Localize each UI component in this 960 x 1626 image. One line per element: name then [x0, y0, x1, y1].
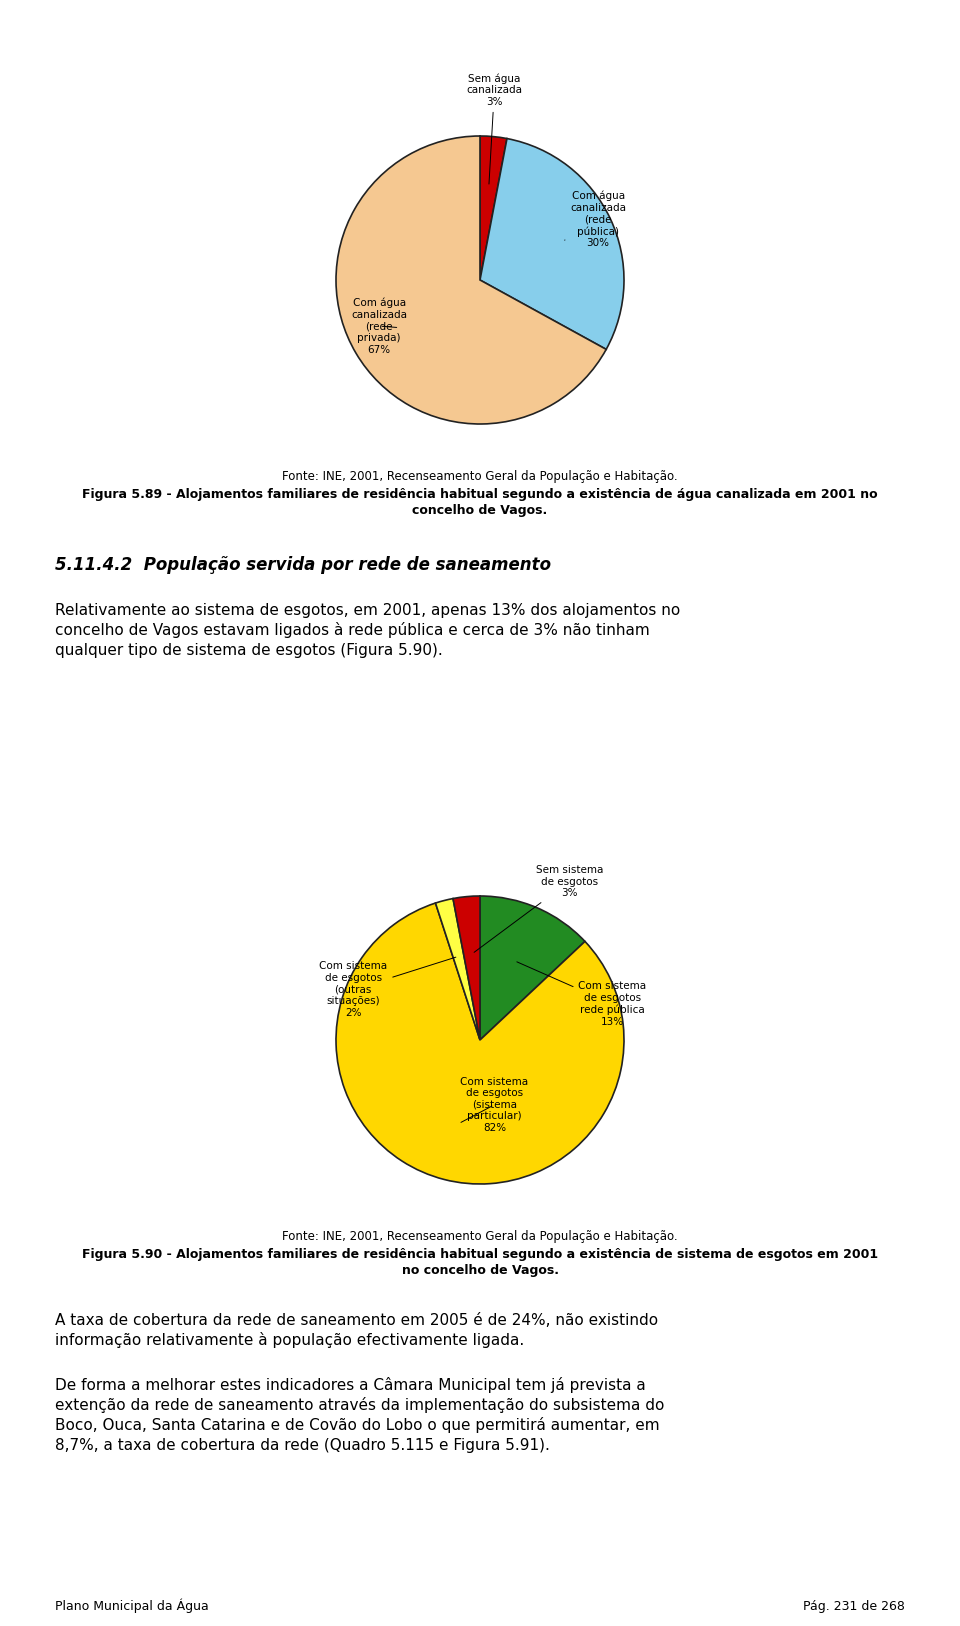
Text: Figura 5.90 - Alojamentos familiares de residência habitual segundo a existência: Figura 5.90 - Alojamentos familiares de … [82, 1249, 878, 1262]
Wedge shape [480, 896, 585, 1041]
Text: informação relativamente à população efectivamente ligada.: informação relativamente à população efe… [55, 1332, 524, 1348]
Text: Relativamente ao sistema de esgotos, em 2001, apenas 13% dos alojamentos no: Relativamente ao sistema de esgotos, em … [55, 603, 681, 618]
Text: Com sistema
de esgotos
(sistema
particular)
82%: Com sistema de esgotos (sistema particul… [461, 1076, 528, 1133]
Text: Pág. 231 de 268: Pág. 231 de 268 [804, 1600, 905, 1613]
Text: concelho de Vagos.: concelho de Vagos. [413, 504, 547, 517]
Text: Fonte: INE, 2001, Recenseamento Geral da População e Habitação.: Fonte: INE, 2001, Recenseamento Geral da… [282, 1229, 678, 1242]
Wedge shape [436, 899, 480, 1041]
Text: Com sistema
de esgotos
rede pública
13%: Com sistema de esgotos rede pública 13% [516, 963, 646, 1026]
Text: Fonte: INE, 2001, Recenseamento Geral da População e Habitação.: Fonte: INE, 2001, Recenseamento Geral da… [282, 470, 678, 483]
Wedge shape [480, 137, 507, 280]
Wedge shape [336, 137, 606, 424]
Text: A taxa de cobertura da rede de saneamento em 2005 é de 24%, não existindo: A taxa de cobertura da rede de saneament… [55, 1314, 659, 1328]
Text: concelho de Vagos estavam ligados à rede pública e cerca de 3% não tinham: concelho de Vagos estavam ligados à rede… [55, 623, 650, 637]
Text: 5.11.4.2  População servida por rede de saneamento: 5.11.4.2 População servida por rede de s… [55, 556, 551, 574]
Text: 8,7%, a taxa de cobertura da rede (Quadro 5.115 e Figura 5.91).: 8,7%, a taxa de cobertura da rede (Quadr… [55, 1437, 550, 1454]
Wedge shape [480, 138, 624, 350]
Text: Com água
canalizada
(rede
pública)
30%: Com água canalizada (rede pública) 30% [564, 190, 626, 249]
Text: extenção da rede de saneamento através da implementação do subsistema do: extenção da rede de saneamento através d… [55, 1397, 664, 1413]
Text: Sem água
canalizada
3%: Sem água canalizada 3% [467, 73, 522, 184]
Text: De forma a melhorar estes indicadores a Câmara Municipal tem já prevista a: De forma a melhorar estes indicadores a … [55, 1377, 646, 1393]
Text: qualquer tipo de sistema de esgotos (Figura 5.90).: qualquer tipo de sistema de esgotos (Fig… [55, 642, 443, 659]
Wedge shape [336, 902, 624, 1184]
Text: Boco, Ouca, Santa Catarina e de Covão do Lobo o que permitirá aumentar, em: Boco, Ouca, Santa Catarina e de Covão do… [55, 1416, 660, 1433]
Text: Com água
canalizada
(rede
privada)
67%: Com água canalizada (rede privada) 67% [351, 298, 407, 354]
Text: no concelho de Vagos.: no concelho de Vagos. [401, 1263, 559, 1276]
Text: Sem sistema
de esgotos
3%: Sem sistema de esgotos 3% [474, 865, 603, 953]
Wedge shape [453, 896, 480, 1041]
Text: Com sistema
de esgotos
(outras
situações)
2%: Com sistema de esgotos (outras situações… [320, 958, 456, 1018]
Text: Figura 5.89 - Alojamentos familiares de residência habitual segundo a existência: Figura 5.89 - Alojamentos familiares de … [83, 488, 877, 501]
Text: Plano Municipal da Água: Plano Municipal da Água [55, 1598, 208, 1613]
